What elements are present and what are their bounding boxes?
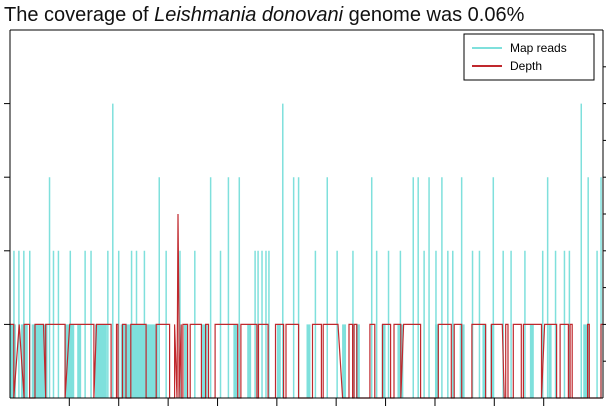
chart-title: The coverage of Leishmania donovani geno… xyxy=(0,0,606,30)
legend: Map reads Depth xyxy=(463,33,595,81)
title-part-1: The coverage of xyxy=(4,4,155,26)
coverage-band-4 xyxy=(77,324,82,398)
coverage-band-0 xyxy=(10,324,16,398)
coverage-band-5 xyxy=(94,324,107,398)
coverage-band-7 xyxy=(183,324,188,398)
coverage-band-19 xyxy=(482,324,487,398)
legend-label-depth: Depth xyxy=(510,59,542,73)
coverage-band-22 xyxy=(548,324,552,398)
coverage-band-6 xyxy=(120,324,159,398)
coverage-band-8 xyxy=(201,324,208,398)
title-part-2-italic: Leishmania donovani xyxy=(154,4,344,26)
coverage-band-11 xyxy=(276,324,281,398)
plot-area xyxy=(4,29,606,406)
coverage-band-9 xyxy=(233,324,238,398)
coverage-band-17 xyxy=(434,324,439,398)
coverage-band-12 xyxy=(306,324,311,398)
coverage-band-15 xyxy=(381,324,386,398)
coverage-band-13 xyxy=(342,324,347,398)
coverage-band-23 xyxy=(583,324,590,398)
legend-box xyxy=(463,33,595,81)
coverage-band-20 xyxy=(490,324,495,398)
coverage-band-14 xyxy=(355,324,360,398)
legend-label-map-reads: Map reads xyxy=(510,41,567,55)
coverage-band-21 xyxy=(529,324,534,398)
title-part-3: genome was 0.06% xyxy=(343,4,525,26)
coverage-band-10 xyxy=(247,324,252,398)
coverage-band-3 xyxy=(64,324,75,398)
